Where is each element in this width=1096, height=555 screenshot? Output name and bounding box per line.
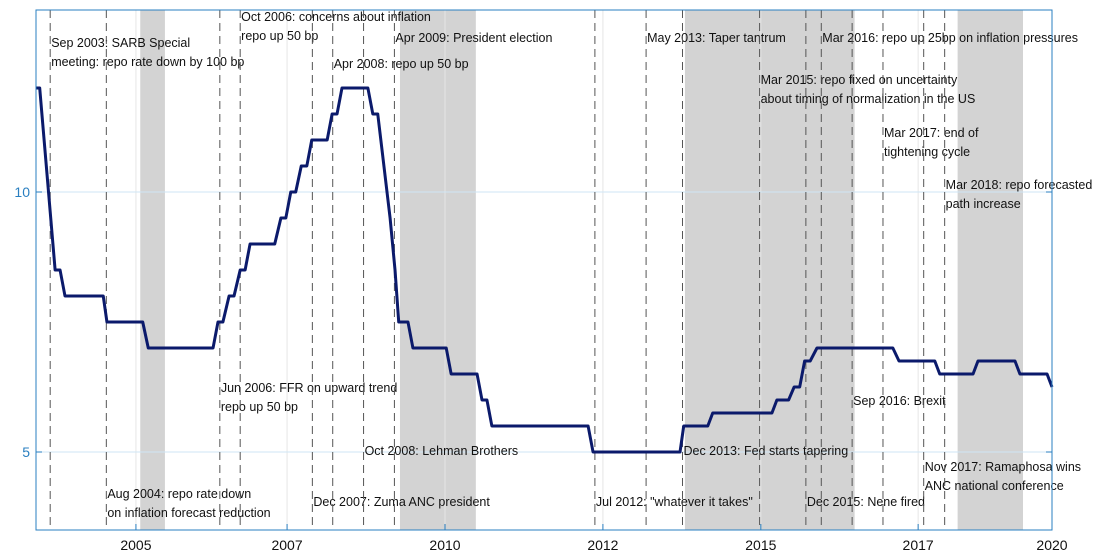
x-tick-label: 2007 <box>271 537 302 553</box>
annotation: Dec 2007: Zuma ANC president <box>313 495 490 509</box>
annotation: Mar 2018: repo forecasted <box>946 178 1093 192</box>
annotation: Mar 2016: repo up 25bp on inflation pres… <box>822 31 1078 45</box>
annotation: Oct 2008: Lehman Brothers <box>365 444 519 458</box>
x-tick-label: 2005 <box>120 537 151 553</box>
annotation: Sep 2016: Brexit <box>853 394 946 408</box>
annotation: repo up 50 bp <box>241 29 318 43</box>
annotation: May 2013: Taper tantrum <box>647 31 786 45</box>
annotation: Jul 2012: "whatever it takes" <box>596 495 753 509</box>
line <box>36 86 1054 454</box>
annotation: Mar 2015: repo fixed on uncertainty <box>761 73 958 87</box>
plot-frame <box>35 9 1053 531</box>
shaded-period <box>684 10 855 530</box>
annotation: meeting: repo rate down by 100 bp <box>51 55 244 69</box>
annotation: Nov 2017: Ramaphosa wins <box>925 460 1081 474</box>
annotation: repo up 50 bp <box>221 400 298 414</box>
annotation: tightening cycle <box>884 145 970 159</box>
x-tick-label: 2017 <box>903 537 934 553</box>
annotation: ANC national conference <box>925 479 1064 493</box>
annotation: Mar 2017: end of <box>884 126 979 140</box>
annotation: Apr 2008: repo up 50 bp <box>334 57 469 71</box>
annotation: Apr 2009: President election <box>395 31 552 45</box>
annotation: path increase <box>946 197 1021 211</box>
annotation: Jun 2006: FFR on upward trend <box>221 381 398 395</box>
y-tick-label: 5 <box>22 444 30 460</box>
x-tick-label: 2010 <box>429 537 460 553</box>
shaded-period <box>957 10 1024 530</box>
annotation: Oct 2006: concerns about inflation <box>241 10 431 24</box>
annotation: Dec 2015: Nene fired <box>807 495 925 509</box>
annotation: Aug 2004: repo rate down <box>107 487 251 501</box>
annotation: about timing of normalization in the US <box>761 92 976 106</box>
shaded-period <box>399 10 476 530</box>
y-tick-label: 10 <box>14 184 30 200</box>
annotation: Sep 2003: SARB Special <box>51 36 190 50</box>
annotation: on inflation forecast reduction <box>107 506 270 520</box>
x-tick-label: 2015 <box>745 537 776 553</box>
annotation: Dec 2013: Fed starts tapering <box>683 444 848 458</box>
x-tick-label: 2012 <box>587 537 618 553</box>
shaded-period <box>140 10 165 530</box>
x-tick-label: 2020 <box>1036 537 1067 553</box>
